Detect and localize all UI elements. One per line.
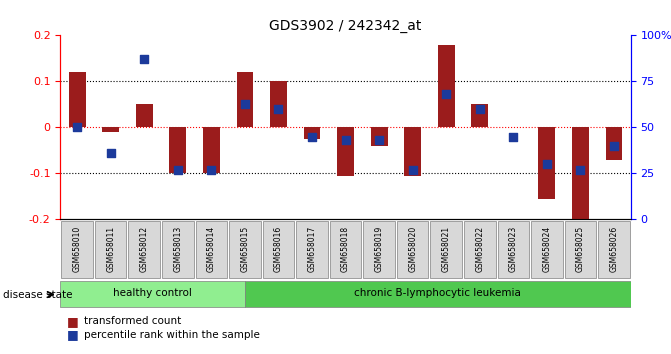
Bar [237, 72, 254, 127]
FancyBboxPatch shape [229, 221, 261, 279]
FancyBboxPatch shape [297, 221, 328, 279]
Text: GSM658021: GSM658021 [442, 225, 451, 272]
Text: GSM658013: GSM658013 [173, 225, 183, 272]
Bar [405, 127, 421, 176]
Bar [69, 72, 86, 127]
Text: GSM658025: GSM658025 [576, 225, 585, 272]
FancyBboxPatch shape [565, 221, 596, 279]
Title: GDS3902 / 242342_at: GDS3902 / 242342_at [269, 19, 422, 33]
Bar [572, 127, 589, 219]
Text: GSM658017: GSM658017 [307, 225, 317, 272]
Text: GSM658022: GSM658022 [475, 225, 484, 272]
Point [340, 137, 351, 143]
Bar [103, 127, 119, 132]
Text: GSM658026: GSM658026 [609, 225, 619, 272]
Point [508, 134, 519, 139]
Bar [136, 104, 153, 127]
Text: GSM658015: GSM658015 [240, 225, 250, 272]
FancyBboxPatch shape [364, 221, 395, 279]
FancyBboxPatch shape [599, 221, 630, 279]
Text: GSM658019: GSM658019 [374, 225, 384, 272]
Point [139, 57, 150, 62]
Point [407, 167, 418, 173]
Text: GSM658020: GSM658020 [408, 225, 417, 272]
Text: GSM658018: GSM658018 [341, 225, 350, 272]
Bar [304, 127, 321, 139]
Point [206, 167, 217, 173]
Text: percentile rank within the sample: percentile rank within the sample [84, 330, 260, 339]
Point [307, 134, 317, 139]
Point [374, 137, 384, 143]
Point [240, 101, 250, 106]
Bar [539, 127, 556, 199]
Text: GSM658014: GSM658014 [207, 225, 216, 272]
Text: ■: ■ [67, 315, 79, 327]
Point [474, 106, 485, 112]
Point [609, 143, 619, 149]
FancyBboxPatch shape [498, 221, 529, 279]
Bar [472, 104, 488, 127]
Text: GSM658023: GSM658023 [509, 225, 518, 272]
Point [72, 125, 83, 130]
Bar [338, 127, 354, 176]
FancyBboxPatch shape [464, 221, 495, 279]
Text: GSM658016: GSM658016 [274, 225, 283, 272]
Bar [605, 127, 623, 160]
Text: GSM658011: GSM658011 [106, 225, 115, 272]
Text: chronic B-lymphocytic leukemia: chronic B-lymphocytic leukemia [354, 288, 521, 298]
Bar [203, 127, 220, 173]
Bar [438, 45, 455, 127]
Point [441, 91, 452, 97]
Point [105, 150, 116, 156]
FancyBboxPatch shape [431, 221, 462, 279]
FancyBboxPatch shape [397, 221, 429, 279]
Point [541, 161, 552, 167]
Text: disease state: disease state [3, 290, 73, 299]
Bar [270, 81, 287, 127]
Text: GSM658024: GSM658024 [542, 225, 552, 272]
FancyBboxPatch shape [263, 221, 295, 279]
Point [575, 167, 586, 173]
Bar [371, 127, 388, 146]
FancyBboxPatch shape [330, 221, 362, 279]
Text: GSM658012: GSM658012 [140, 225, 149, 272]
FancyBboxPatch shape [129, 221, 160, 279]
Text: transformed count: transformed count [84, 316, 181, 326]
Text: ■: ■ [67, 328, 79, 341]
FancyBboxPatch shape [245, 281, 631, 307]
FancyBboxPatch shape [95, 221, 127, 279]
FancyBboxPatch shape [196, 221, 227, 279]
Point [172, 167, 183, 173]
FancyBboxPatch shape [531, 221, 562, 279]
Point [273, 106, 284, 112]
Text: healthy control: healthy control [113, 288, 192, 298]
Text: GSM658010: GSM658010 [72, 225, 82, 272]
Bar [169, 127, 187, 173]
FancyBboxPatch shape [162, 221, 194, 279]
FancyBboxPatch shape [62, 221, 93, 279]
FancyBboxPatch shape [60, 281, 245, 307]
